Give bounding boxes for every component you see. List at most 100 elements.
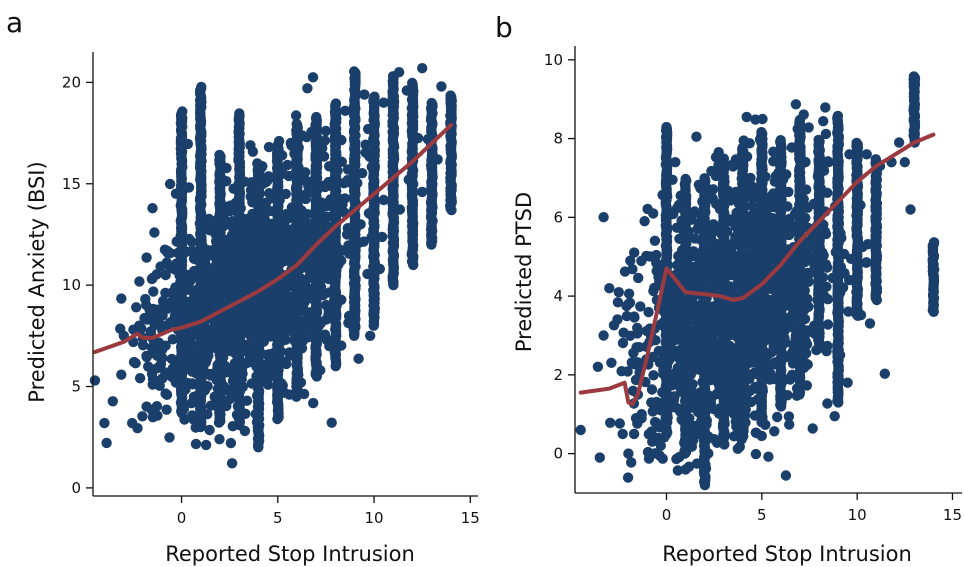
scatter-point (324, 341, 334, 351)
scatter-point (176, 206, 186, 216)
scatter-point (116, 293, 126, 303)
scatter-point (237, 254, 247, 264)
y-tick-label: 10 (62, 276, 81, 294)
scatter-point (417, 187, 427, 197)
scatter-point (99, 418, 109, 428)
scatter-point (413, 133, 423, 143)
scatter-point (336, 135, 346, 145)
scatter-point (267, 219, 277, 229)
scatter-point (254, 320, 264, 330)
scatter-point (313, 322, 323, 332)
scatter-point (285, 324, 295, 334)
scatter-point (281, 359, 291, 369)
scatter-point (322, 249, 332, 259)
y-tick-label: 20 (62, 73, 81, 91)
scatter-point (180, 384, 190, 394)
scatter-point (281, 251, 291, 261)
scatter-point (220, 329, 230, 339)
y-tick-label: 15 (62, 175, 81, 193)
scatter-point (302, 83, 312, 93)
scatter-point (131, 302, 141, 312)
scatter-point (233, 401, 243, 411)
scatter-point (221, 176, 231, 186)
scatter-point (165, 179, 175, 189)
scatter-point (436, 81, 446, 91)
scatter-point (350, 281, 360, 291)
scatter-point (680, 174, 690, 184)
scatter-point (359, 236, 369, 246)
scatter-point (196, 270, 206, 280)
scatter-point (332, 206, 342, 216)
scatter-point (199, 218, 209, 228)
scatter-point (359, 89, 369, 99)
scatter-point (331, 98, 341, 108)
scatter-point (192, 356, 202, 366)
scatter-point (261, 359, 271, 369)
scatter-point (284, 389, 294, 399)
scatter-point (278, 380, 288, 390)
scatter-point (357, 168, 367, 178)
scatter-point (215, 212, 225, 222)
scatter-point (162, 257, 172, 267)
scatter-point (394, 67, 404, 77)
scatter-point (252, 356, 262, 366)
scatter-point (163, 369, 173, 379)
scatter-point (202, 381, 212, 391)
scatter-point (196, 82, 206, 92)
scatter-point (270, 347, 280, 357)
scatter-point (230, 289, 240, 299)
scatter-point (343, 175, 353, 185)
scatter-point (369, 92, 379, 102)
scatter-point (129, 357, 139, 367)
scatter-point (331, 265, 341, 275)
scatter-point (217, 235, 227, 245)
scatter-point (321, 126, 331, 136)
scatter-point (325, 181, 335, 191)
scatter-point (191, 439, 201, 449)
scatter-point (379, 98, 389, 108)
scatter-point (340, 106, 350, 116)
scatter-point (101, 438, 111, 448)
scatter-point (247, 197, 257, 207)
scatter-point (160, 388, 170, 398)
scatter-point (310, 120, 320, 130)
scatter-point (162, 246, 172, 256)
scatter-point (181, 247, 191, 257)
scatter-point (251, 409, 261, 419)
scatter-point (776, 135, 786, 145)
scatter-point (308, 398, 318, 408)
scatter-point (235, 244, 245, 254)
scatter-point (141, 252, 151, 262)
scatter-point (343, 164, 353, 174)
scatter-point (186, 398, 196, 408)
scatter-point (417, 63, 427, 73)
panel-a-label: a (6, 6, 23, 39)
scatter-point (228, 421, 238, 431)
scatter-point (183, 139, 193, 149)
scatter-point (167, 316, 177, 326)
scatter-point (164, 432, 174, 442)
scatter-point (213, 403, 223, 413)
scatter-point (161, 405, 171, 415)
scatter-point (661, 122, 671, 132)
scatter-point (167, 296, 177, 306)
scatter-point (445, 90, 455, 100)
scatter-point (291, 183, 301, 193)
scatter-point (201, 440, 211, 450)
scatter-point (296, 377, 306, 387)
scatter-point (132, 423, 142, 433)
scatter-point (427, 98, 437, 108)
scatter-point (254, 180, 264, 190)
scatter-point (187, 410, 197, 420)
scatter-point (179, 342, 189, 352)
scatter-point (379, 195, 389, 205)
scatter-point (293, 218, 303, 228)
scatter-point (197, 409, 207, 419)
y-tick-label: 0 (71, 479, 81, 497)
scatter-point (277, 150, 287, 160)
scatter-point (262, 207, 272, 217)
scatter-point (365, 331, 375, 341)
scatter-point (364, 151, 374, 161)
scatter-point (327, 418, 337, 428)
